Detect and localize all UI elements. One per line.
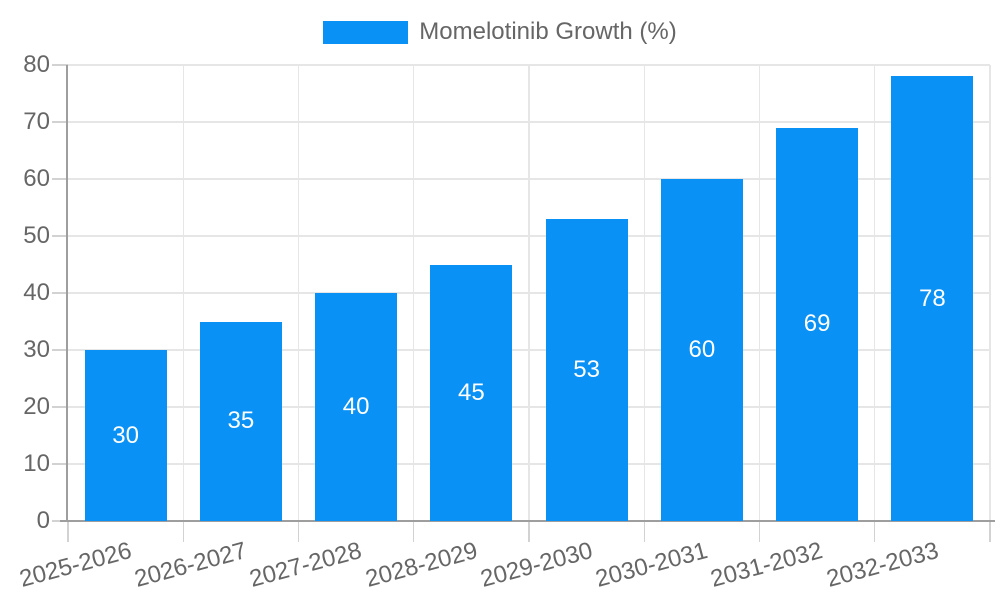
- bar[interactable]: [660, 179, 743, 521]
- x-tick-label: 2027-2028: [246, 537, 365, 593]
- y-tick-mark: [52, 406, 68, 408]
- x-tick-label: 2025-2026: [16, 537, 135, 593]
- y-tick-mark: [52, 178, 68, 180]
- x-tick-label: 2032-2033: [823, 537, 942, 593]
- bar-value-label: 69: [803, 310, 831, 338]
- x-tick-mark: [989, 521, 991, 542]
- x-tick-mark: [528, 521, 530, 542]
- x-gridline: [758, 65, 761, 521]
- x-tick-mark: [643, 521, 645, 542]
- bar-value-label: 53: [573, 355, 600, 383]
- x-gridline: [528, 65, 530, 521]
- bar[interactable]: [776, 127, 859, 521]
- y-tick-mark: [52, 64, 68, 66]
- x-tick-label: 2031-2032: [707, 537, 826, 593]
- legend-item[interactable]: Momelotinib Growth (%): [323, 18, 677, 46]
- legend-label: Momelotinib Growth (%): [419, 18, 677, 45]
- x-tick-mark: [67, 521, 69, 542]
- y-tick-label: 30: [23, 336, 50, 363]
- x-tick-label: 2029-2030: [477, 537, 596, 593]
- x-tick-mark: [297, 521, 300, 542]
- y-tick-mark: [52, 349, 68, 351]
- bar-value-label: 45: [458, 378, 485, 406]
- y-tick-label: 70: [23, 108, 50, 135]
- y-tick-mark: [52, 121, 68, 123]
- y-tick-label: 10: [23, 450, 50, 477]
- bar-value-label: 78: [919, 284, 946, 312]
- x-tick-label: 2026-2027: [131, 537, 250, 593]
- bar[interactable]: [199, 321, 282, 521]
- x-tick-mark: [758, 521, 761, 542]
- x-gridline: [874, 65, 876, 521]
- y-tick-mark: [52, 235, 68, 237]
- y-tick-label: 50: [23, 222, 50, 249]
- legend: Momelotinib Growth (%): [0, 18, 1000, 46]
- x-tick-mark: [874, 521, 876, 542]
- bar-value-label: 35: [227, 407, 255, 435]
- y-tick-label: 20: [23, 393, 50, 420]
- x-tick-mark: [413, 521, 415, 542]
- x-axis-line: [60, 520, 995, 523]
- x-tick-label: 2028-2029: [362, 537, 481, 593]
- y-tick-label: 40: [23, 279, 50, 306]
- y-axis-line: [66, 65, 69, 521]
- y-gridline: [68, 64, 990, 66]
- bar-value-label: 60: [688, 336, 716, 363]
- y-tick-label: 0: [36, 507, 50, 534]
- x-gridline: [989, 65, 991, 521]
- bar[interactable]: [430, 264, 513, 521]
- x-gridline: [643, 65, 645, 521]
- y-tick-mark: [52, 292, 68, 294]
- x-tick-mark: [182, 521, 184, 542]
- x-gridline: [297, 65, 300, 521]
- x-gridline: [182, 65, 184, 521]
- bar[interactable]: [891, 76, 974, 521]
- legend-swatch: [323, 20, 409, 44]
- y-tick-label: 60: [23, 165, 50, 192]
- bar[interactable]: [84, 350, 167, 521]
- y-tick-label: 80: [23, 51, 50, 78]
- x-tick-label: 2030-2031: [592, 537, 711, 593]
- bar-value-label: 30: [112, 421, 139, 449]
- bar[interactable]: [545, 218, 628, 521]
- bar-value-label: 40: [342, 393, 370, 420]
- y-tick-mark: [52, 463, 68, 465]
- bar[interactable]: [315, 293, 398, 521]
- x-gridline: [413, 65, 415, 521]
